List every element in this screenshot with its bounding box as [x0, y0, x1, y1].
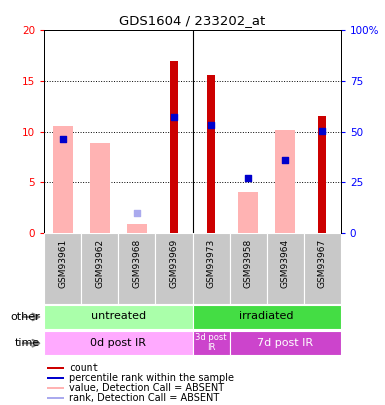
Text: time: time: [15, 338, 40, 348]
Bar: [229, 331, 341, 355]
Bar: [44, 305, 192, 329]
Text: GSM93958: GSM93958: [244, 239, 253, 288]
Bar: [192, 233, 229, 304]
Point: [60, 135, 66, 142]
Bar: [90, 143, 110, 233]
Text: other: other: [11, 312, 40, 322]
Bar: [304, 233, 341, 304]
Text: 3d post
IR: 3d post IR: [195, 333, 227, 352]
Bar: [53, 126, 73, 233]
Bar: [267, 233, 304, 304]
Point: [208, 122, 214, 128]
Text: percentile rank within the sample: percentile rank within the sample: [69, 373, 234, 383]
Text: value, Detection Call = ABSENT: value, Detection Call = ABSENT: [69, 383, 224, 393]
Text: 7d post IR: 7d post IR: [257, 338, 313, 348]
Text: GSM93969: GSM93969: [169, 239, 179, 288]
Point: [319, 127, 325, 134]
Bar: [47, 367, 64, 369]
Bar: [207, 75, 215, 233]
Point: [171, 114, 177, 121]
Bar: [238, 192, 258, 233]
Text: untreated: untreated: [91, 311, 146, 322]
Text: rank, Detection Call = ABSENT: rank, Detection Call = ABSENT: [69, 393, 220, 403]
Text: GSM93962: GSM93962: [95, 239, 104, 288]
Bar: [81, 233, 119, 304]
Text: 0d post IR: 0d post IR: [90, 338, 146, 348]
Text: GSM93967: GSM93967: [318, 239, 327, 288]
Bar: [119, 233, 156, 304]
Point: [282, 157, 288, 163]
Bar: [192, 305, 341, 329]
Bar: [275, 130, 295, 233]
Bar: [47, 377, 64, 379]
Point: [245, 175, 251, 181]
Bar: [127, 224, 147, 233]
Bar: [47, 387, 64, 389]
Bar: [170, 61, 178, 233]
Text: GDS1604 / 233202_at: GDS1604 / 233202_at: [119, 14, 266, 27]
Text: GSM93973: GSM93973: [206, 239, 216, 288]
Bar: [318, 117, 326, 233]
Text: irradiated: irradiated: [239, 311, 294, 322]
Bar: [44, 233, 81, 304]
Bar: [47, 397, 64, 399]
Text: GSM93961: GSM93961: [58, 239, 67, 288]
Bar: [44, 331, 192, 355]
Text: GSM93968: GSM93968: [132, 239, 141, 288]
Point: [134, 209, 140, 216]
Bar: [156, 233, 192, 304]
Bar: [229, 233, 266, 304]
Text: GSM93964: GSM93964: [281, 239, 290, 288]
Text: count: count: [69, 363, 99, 373]
Bar: [192, 331, 229, 355]
